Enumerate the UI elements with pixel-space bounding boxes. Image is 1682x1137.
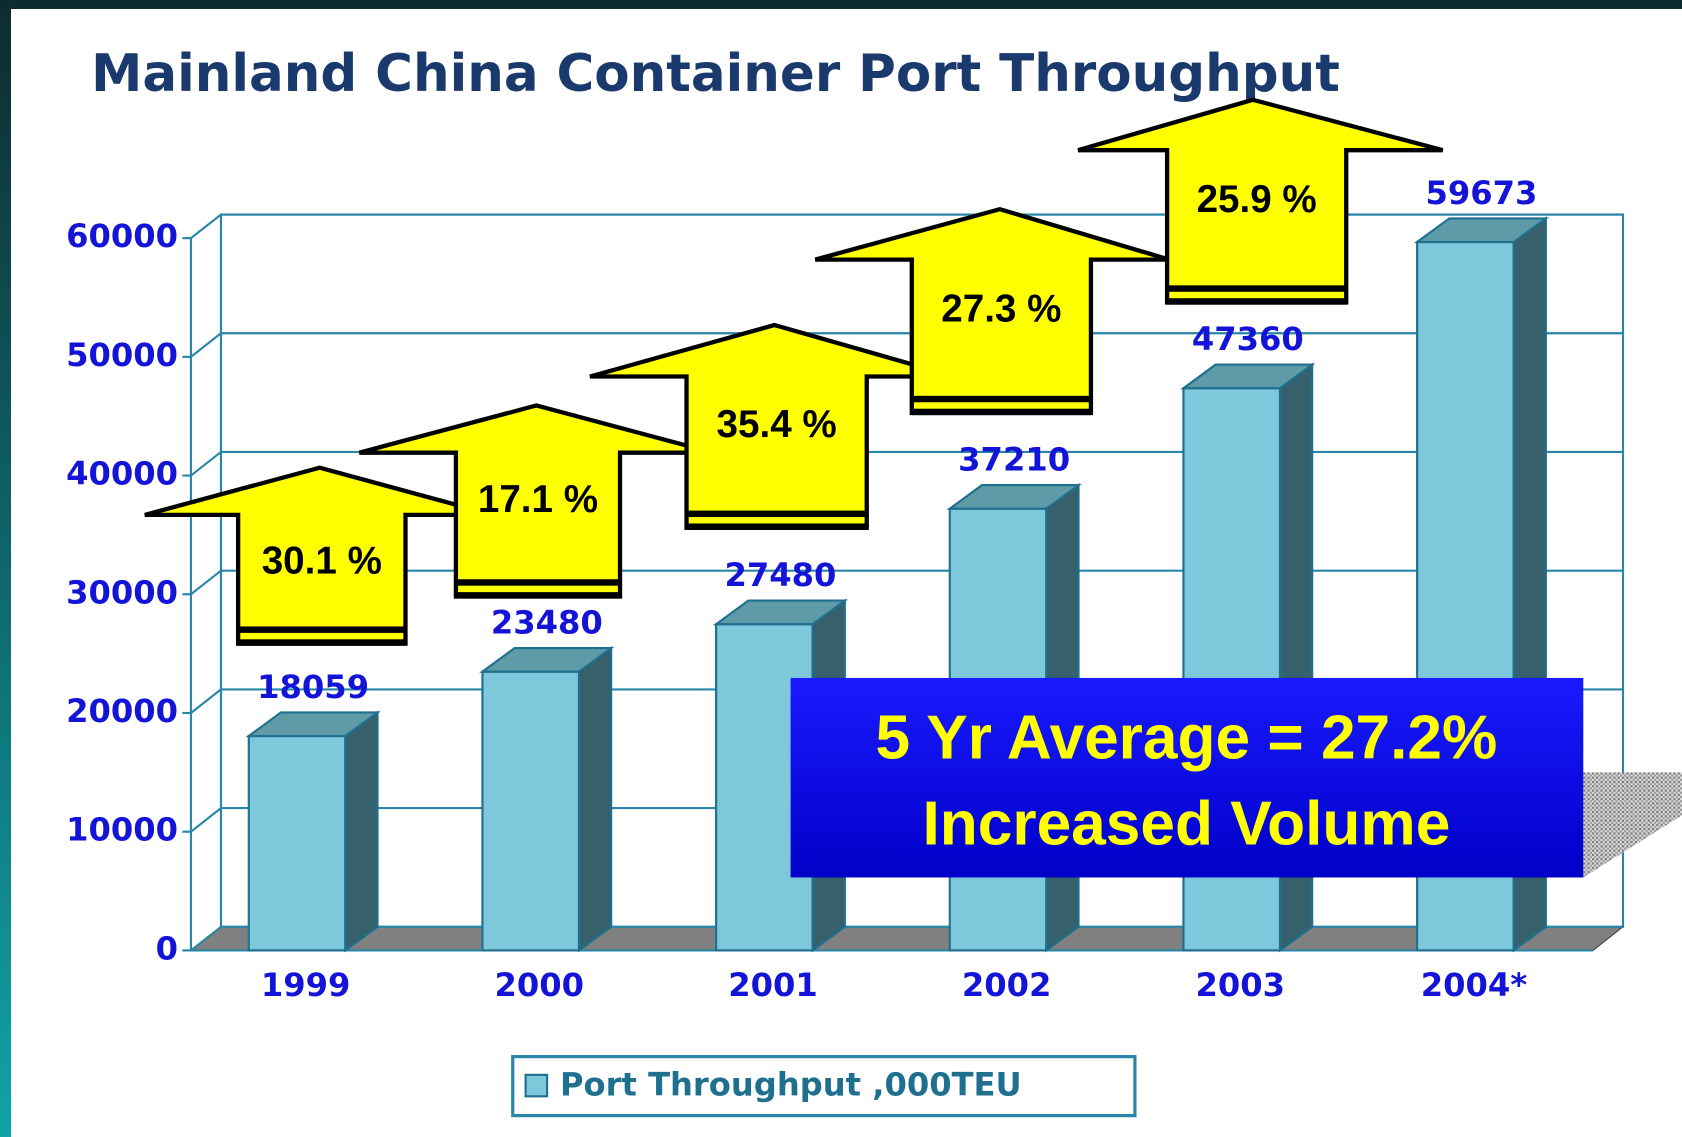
chart-title: Mainland China Container Port Throughput [91, 44, 1340, 104]
bar-top [479, 647, 615, 673]
y-tick-label: 20000 [66, 692, 178, 730]
bar-top [1413, 217, 1550, 244]
callout-shadow [1583, 772, 1682, 878]
arrow-stripe [911, 395, 1091, 403]
x-tick-label: 2003 [1196, 966, 1286, 1004]
frame-left [0, 0, 11, 1137]
arrow-stripe [686, 523, 867, 530]
arrow-stripe [911, 408, 1091, 416]
arrow-stripe [455, 579, 621, 586]
callout-text: Increased Volume [923, 790, 1451, 859]
value-label: 47360 [1192, 320, 1304, 358]
value-label: 59673 [1426, 174, 1538, 212]
legend-box [511, 1055, 1137, 1118]
arrow-stripe [1167, 298, 1347, 305]
growth-label: 27.3 % [941, 287, 1061, 330]
callout-box [790, 677, 1584, 878]
bar-side [344, 710, 379, 953]
bar-front [247, 734, 347, 952]
plot: Mainland China Container Port Throughput… [66, 44, 1682, 1118]
grid-line-side [190, 332, 222, 358]
growth-label: 25.9 % [1197, 178, 1317, 221]
grid-line-side [190, 569, 222, 596]
y-tick-label: 50000 [66, 336, 178, 374]
x-tick-label: 2004* [1421, 966, 1528, 1004]
growth-label: 17.1 % [478, 478, 598, 521]
x-tick-label: 2001 [728, 966, 818, 1004]
legend-label: Port Throughput ,000TEU [560, 1066, 1022, 1104]
legend-swatch [524, 1073, 549, 1098]
grid-line-side [190, 925, 222, 952]
floor [189, 926, 1625, 951]
growth-label: 35.4 % [717, 403, 837, 446]
arrow-stripe [686, 510, 867, 518]
y-tick-label: 40000 [66, 455, 178, 493]
value-label: 18059 [257, 668, 369, 706]
value-label: 23480 [491, 603, 603, 641]
x-tick-label: 2000 [495, 966, 585, 1004]
arrow-stripe [238, 626, 406, 633]
grid-line-side [190, 451, 222, 477]
grid-line-side [190, 807, 222, 833]
frame-top [0, 0, 1682, 9]
y-tick-label: 0 [156, 929, 178, 967]
grid-line-side [190, 213, 222, 239]
bar-top [712, 599, 849, 626]
bar-top [946, 484, 1082, 510]
x-tick-label: 2002 [962, 966, 1052, 1004]
bar-side [577, 645, 613, 953]
y-tick-label: 30000 [66, 573, 178, 611]
grid-line-side [190, 688, 222, 714]
arrow-stripe [1167, 285, 1347, 292]
arrow-stripe [455, 592, 621, 599]
arrow-stripe [238, 639, 406, 646]
x-tick-label: 1999 [261, 966, 351, 1004]
value-label: 37210 [958, 440, 1070, 478]
callout-text: 5 Yr Average = 27.2% [875, 704, 1497, 773]
growth-label: 30.1 % [262, 539, 382, 582]
bar-top [1180, 363, 1316, 390]
bar-front [481, 670, 581, 952]
y-tick-label: 60000 [66, 217, 178, 255]
y-tick-label: 10000 [66, 811, 178, 849]
value-label: 27480 [725, 556, 837, 594]
bar-top [245, 711, 381, 738]
